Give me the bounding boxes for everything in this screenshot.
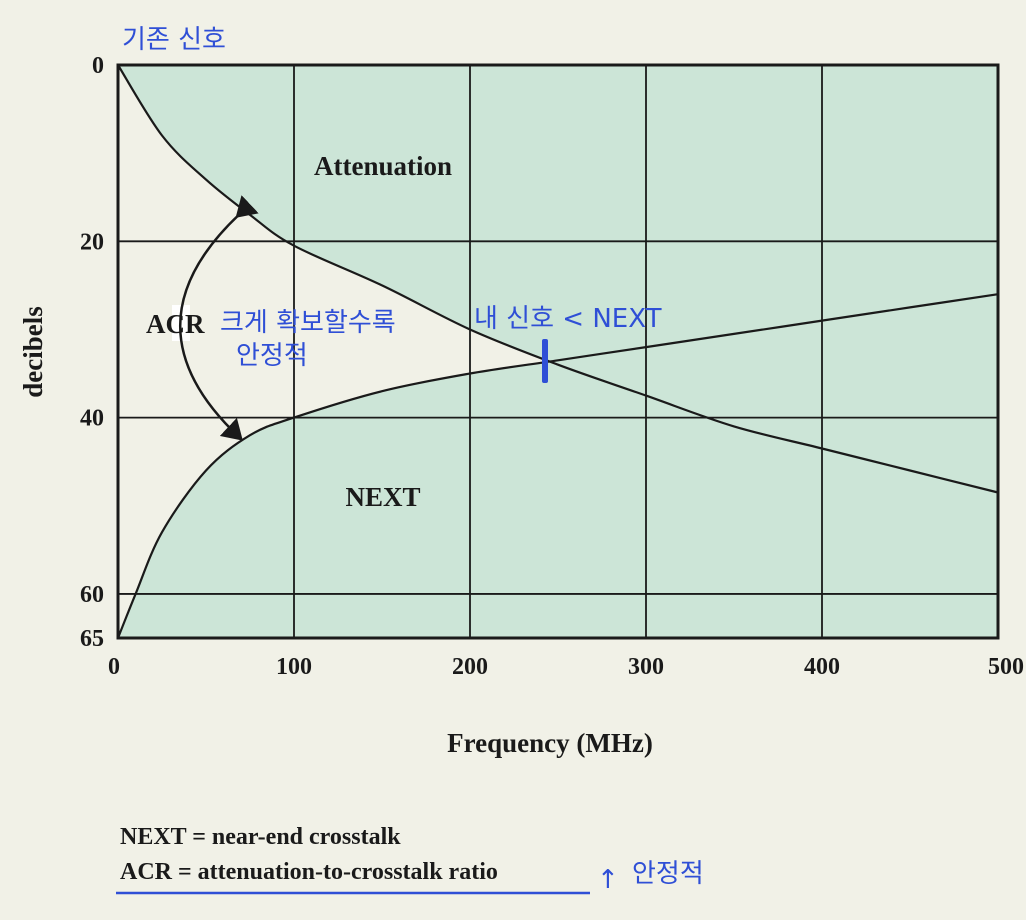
acr-label: ACR bbox=[146, 309, 205, 339]
y-axis-title: decibels bbox=[18, 306, 48, 398]
x-tick-label: 100 bbox=[276, 654, 312, 680]
next-curve bbox=[116, 293, 999, 639]
legend-next-definition: NEXT = near-end crosstalk bbox=[120, 824, 401, 850]
x-axis-title: Frequency (MHz) bbox=[447, 728, 653, 758]
x-tick-label: 400 bbox=[804, 654, 840, 680]
x-tick-label: 0 bbox=[108, 654, 120, 680]
x-tick-label: 500 bbox=[988, 654, 1024, 680]
y-tick-label: 60 bbox=[80, 582, 104, 608]
y-tick-label: 0 bbox=[92, 53, 104, 79]
attenuation-curve bbox=[117, 64, 999, 494]
next-label: NEXT bbox=[345, 482, 420, 512]
grid bbox=[118, 65, 998, 638]
attenuation-label: Attenuation bbox=[314, 151, 452, 181]
x-tick-label: 200 bbox=[452, 654, 488, 680]
y-tick-labels: 0 20 40 60 65 bbox=[80, 53, 104, 652]
crossover-marker bbox=[542, 339, 548, 383]
baseline-note: 기존 신호 bbox=[122, 25, 226, 55]
plot-border bbox=[116, 63, 1000, 640]
y-tick-label: 65 bbox=[80, 626, 104, 652]
acr-note-line1: 크게 확보할수록 bbox=[220, 308, 396, 338]
x-tick-labels: 0 100 200 300 400 500 bbox=[108, 654, 1024, 680]
y-tick-label: 40 bbox=[80, 406, 104, 432]
x-tick-label: 300 bbox=[628, 654, 664, 680]
legend-stability-note: 안정적 bbox=[632, 859, 704, 889]
up-arrow-note: ↑ bbox=[597, 865, 619, 895]
crossover-note: 내 신호 < NEXT bbox=[474, 304, 662, 334]
acr-note-line2: 안정적 bbox=[236, 341, 308, 371]
legend-acr-definition: ACR = attenuation-to-crosstalk ratio bbox=[120, 859, 498, 885]
acr-double-arrow bbox=[178, 195, 259, 441]
y-tick-label: 20 bbox=[80, 229, 104, 255]
